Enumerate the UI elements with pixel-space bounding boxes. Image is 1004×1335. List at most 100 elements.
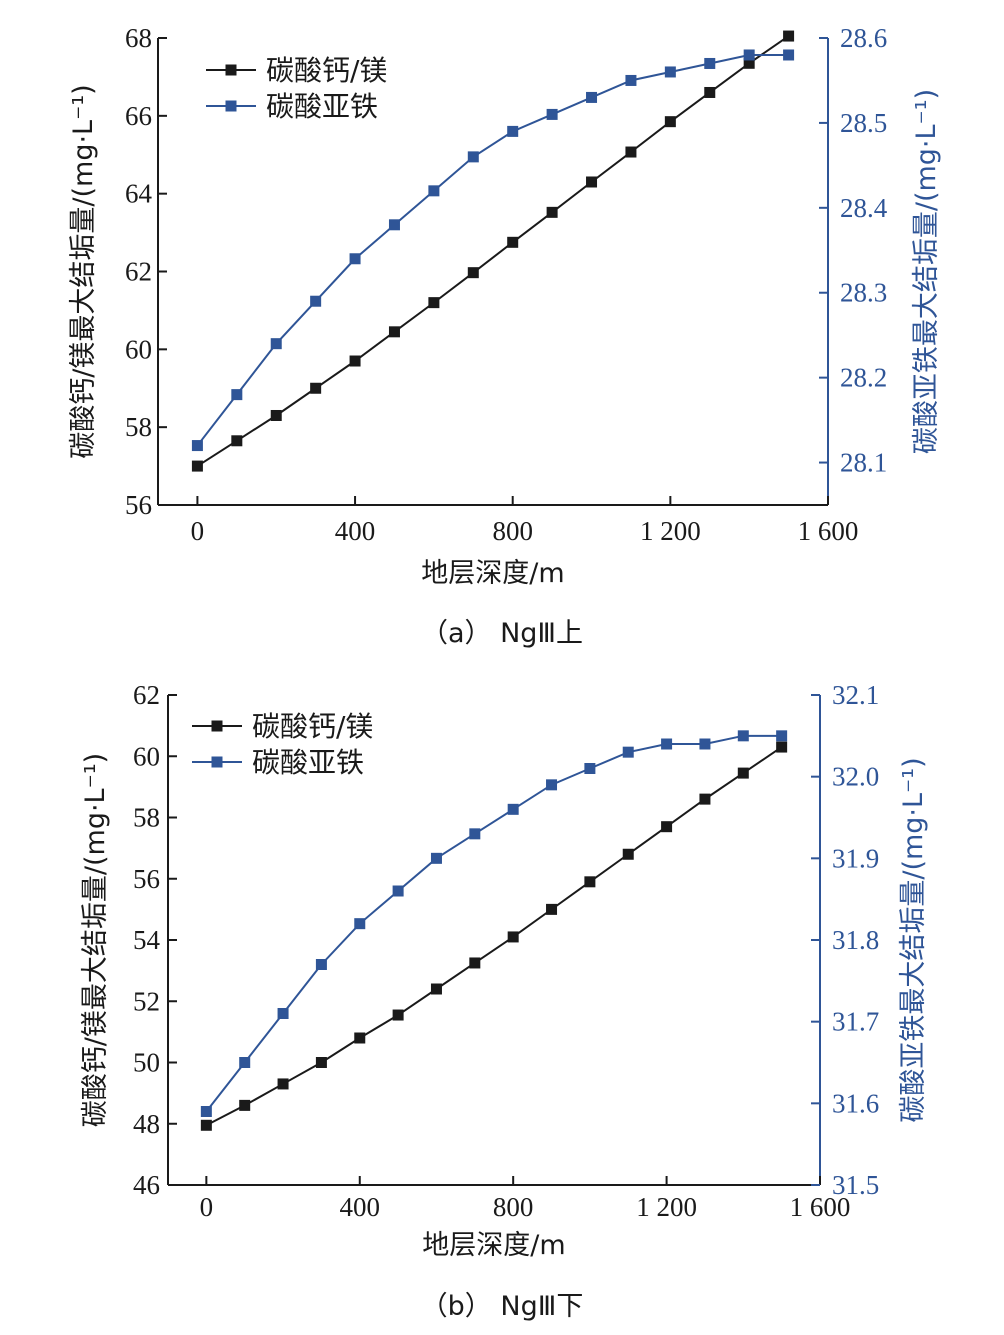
data-point-calcium-magnesium-carbonate — [310, 382, 322, 394]
data-point-calcium-magnesium-carbonate — [586, 176, 598, 188]
y-tick-label-right: 28.5 — [840, 108, 887, 138]
data-point-calcium-magnesium-carbonate — [467, 267, 479, 279]
legend-label: 碳酸钙/镁 — [252, 710, 373, 743]
x-tick-label: 800 — [492, 516, 533, 546]
x-tick-label: 1 200 — [636, 1192, 697, 1222]
data-point-ferrous-carbonate — [270, 338, 282, 350]
y-tick-label-left: 46 — [133, 1170, 160, 1200]
data-point-calcium-magnesium-carbonate — [231, 435, 243, 447]
y-tick-label-right: 31.9 — [832, 843, 879, 873]
x-tick-label: 1 600 — [790, 1192, 851, 1222]
data-point-calcium-magnesium-carbonate — [469, 957, 481, 969]
data-point-ferrous-carbonate — [388, 219, 400, 231]
data-point-ferrous-carbonate — [507, 125, 519, 137]
y-tick-label-right: 28.3 — [840, 278, 887, 308]
x-tick-label: 400 — [335, 516, 376, 546]
y-tick-label-left: 58 — [133, 803, 160, 833]
y-tick-label-left: 60 — [125, 334, 152, 364]
x-tick-label: 0 — [191, 516, 205, 546]
y-tick-label-left: 62 — [125, 257, 152, 287]
data-point-ferrous-carbonate — [469, 828, 481, 840]
y-tick-label-right: 31.8 — [832, 925, 879, 955]
data-point-calcium-magnesium-carbonate — [507, 236, 519, 248]
data-point-ferrous-carbonate — [625, 74, 637, 86]
data-point-ferrous-carbonate — [743, 49, 755, 61]
y-tick-label-left: 58 — [125, 412, 152, 442]
data-point-calcium-magnesium-carbonate — [428, 297, 440, 309]
y-axis-title-right: 碳酸亚铁最大结垢量/(mg·L⁻¹) — [911, 89, 942, 454]
y-tick-label-right: 28.6 — [840, 23, 887, 53]
data-point-calcium-magnesium-carbonate — [388, 326, 400, 338]
y-tick-label-right: 31.5 — [832, 1170, 879, 1200]
y-tick-label-right: 28.2 — [840, 363, 887, 393]
data-point-ferrous-carbonate — [704, 57, 716, 69]
data-point-calcium-magnesium-carbonate — [191, 460, 203, 472]
y-tick-label-right: 32.1 — [832, 680, 879, 710]
data-point-calcium-magnesium-carbonate — [430, 983, 442, 995]
data-point-ferrous-carbonate — [310, 295, 322, 307]
data-point-ferrous-carbonate — [546, 779, 558, 791]
data-point-calcium-magnesium-carbonate — [625, 146, 637, 158]
data-point-ferrous-carbonate — [430, 852, 442, 864]
y-axis-title-left: 碳酸钙/镁最大结垢量/(mg·L⁻¹) — [80, 753, 111, 1127]
data-point-ferrous-carbonate — [467, 151, 479, 163]
y-tick-label-left: 48 — [133, 1109, 160, 1139]
figure-caption: （b） NgⅢ下 — [421, 1291, 584, 1322]
data-point-calcium-magnesium-carbonate — [200, 1119, 212, 1131]
y-tick-label-left: 64 — [125, 179, 153, 209]
y-axis-title-right: 碳酸亚铁最大结垢量/(mg·L⁻¹) — [898, 757, 929, 1122]
legend-label: 碳酸亚铁 — [266, 90, 378, 123]
figure-caption: （a） NgⅢ上 — [421, 618, 583, 649]
data-point-ferrous-carbonate — [315, 959, 327, 970]
legend-label: 碳酸亚铁 — [252, 746, 364, 779]
y-tick-label-left: 52 — [133, 986, 160, 1016]
y-tick-label-left: 68 — [125, 23, 152, 53]
data-point-calcium-magnesium-carbonate — [661, 821, 673, 833]
chart-b-ngiii-lower: 0 400 800 1 200 1 600 46 48 50 52 54 56 58 60 62 31.5 3… — [80, 680, 929, 1322]
data-point-ferrous-carbonate — [392, 885, 404, 897]
data-point-calcium-magnesium-carbonate — [737, 767, 749, 779]
series-line-ferrous-carbonate — [196, 53, 789, 447]
x-tick-label: 1 600 — [798, 516, 859, 546]
x-tick-label: 400 — [340, 1192, 381, 1222]
y-tick-label-right: 31.7 — [832, 1007, 879, 1037]
data-point-calcium-magnesium-carbonate — [664, 116, 676, 128]
data-point-ferrous-carbonate — [277, 1008, 289, 1019]
data-point-ferrous-carbonate — [664, 66, 676, 78]
data-point-ferrous-carbonate — [354, 918, 366, 930]
y-axis-title-left: 碳酸钙/镁最大结垢量/(mg·L⁻¹) — [68, 84, 99, 458]
data-point-calcium-magnesium-carbonate — [392, 1009, 404, 1021]
y-tick-label-right: 32.0 — [832, 762, 879, 792]
y-tick-label-left: 62 — [133, 680, 160, 710]
x-tick-label: 800 — [493, 1192, 534, 1222]
y-tick-label-left: 66 — [125, 101, 152, 131]
series-line-calcium-magnesium-carbonate — [196, 35, 790, 467]
data-point-ferrous-carbonate — [507, 803, 519, 815]
data-point-calcium-magnesium-carbonate — [239, 1099, 251, 1111]
y-tick-label-left: 56 — [125, 490, 152, 520]
legend-label: 碳酸钙/镁 — [266, 54, 387, 87]
data-point-calcium-magnesium-carbonate — [546, 206, 558, 218]
data-point-ferrous-carbonate — [428, 185, 440, 197]
y-tick-label-right: 28.1 — [840, 448, 887, 478]
data-point-calcium-magnesium-carbonate — [704, 86, 716, 98]
legend-marker — [225, 64, 237, 76]
data-point-calcium-magnesium-carbonate — [349, 355, 361, 367]
data-point-calcium-magnesium-carbonate — [277, 1078, 289, 1090]
data-point-calcium-magnesium-carbonate — [315, 1057, 327, 1068]
data-point-ferrous-carbonate — [586, 91, 598, 103]
y-tick-label-left: 56 — [133, 864, 160, 894]
data-point-ferrous-carbonate — [239, 1057, 251, 1068]
x-tick-label: 1 200 — [640, 516, 701, 546]
y-tick-label-right: 31.6 — [832, 1088, 879, 1118]
legend-marker — [225, 100, 237, 112]
data-point-ferrous-carbonate — [200, 1106, 212, 1117]
data-point-calcium-magnesium-carbonate — [507, 931, 519, 943]
y-tick-label-left: 50 — [133, 1048, 160, 1078]
data-point-calcium-magnesium-carbonate — [776, 741, 788, 753]
data-point-ferrous-carbonate — [737, 730, 749, 742]
chart-a-ngiii-upper: 0 400 800 1 200 1 600 56 58 60 62 64 66 68 28.1 28.2 2… — [68, 23, 942, 649]
series-line-calcium-magnesium-carbonate — [205, 746, 783, 1127]
legend-marker — [211, 720, 223, 732]
